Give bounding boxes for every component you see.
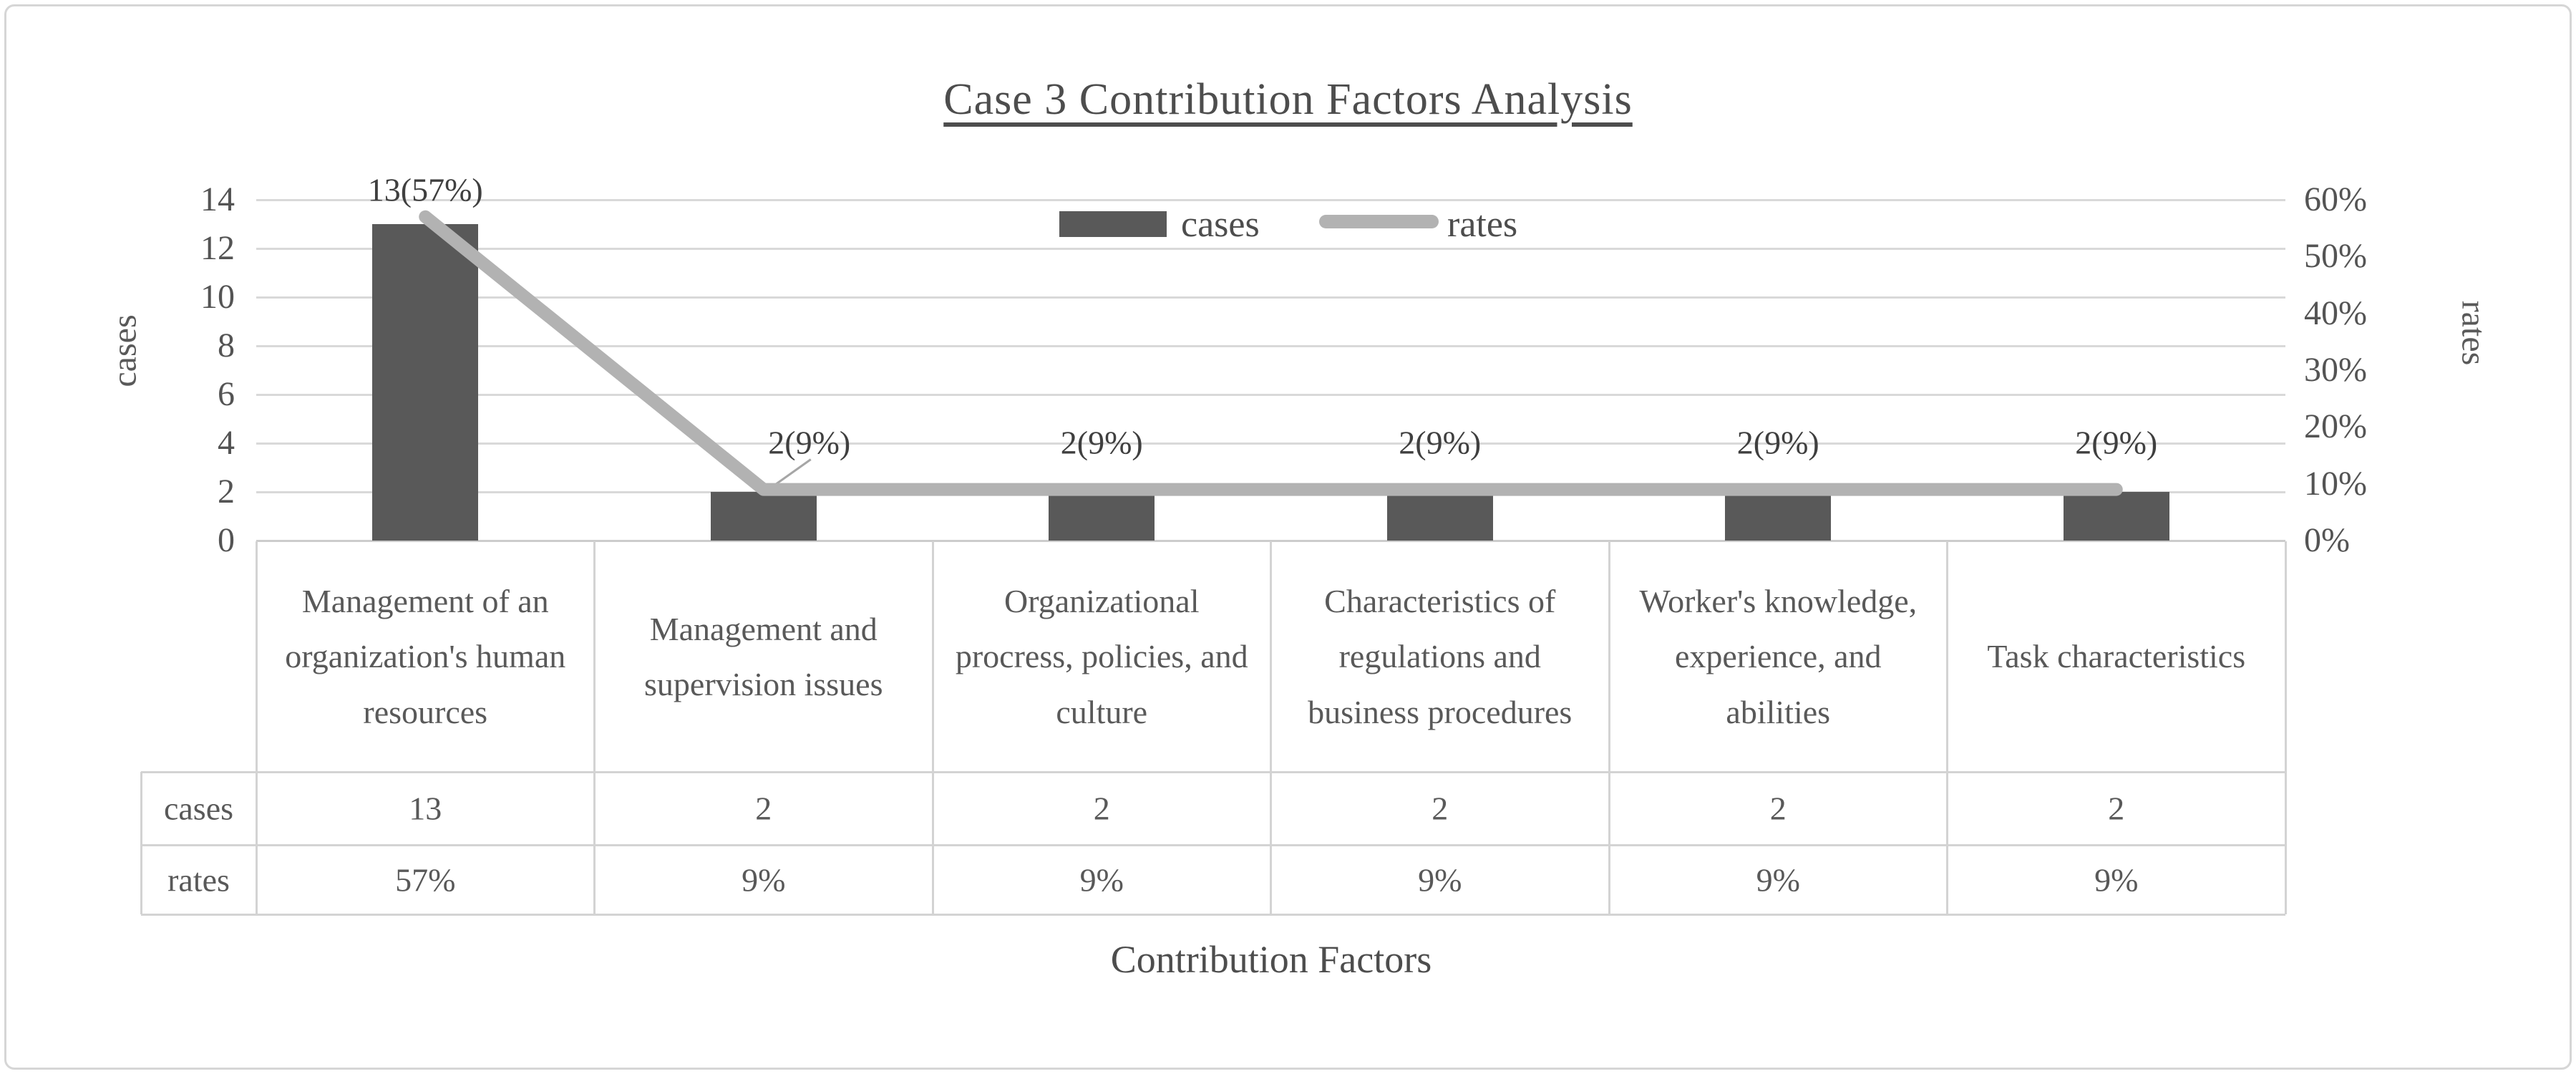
table-border-left — [140, 772, 142, 914]
table-cell-value: 2 — [1769, 790, 1787, 827]
right-axis-tick: 30% — [2304, 351, 2367, 389]
rates-line — [419, 210, 2123, 496]
category-cell-border — [593, 541, 596, 914]
category-label: Management and supervision issues — [644, 610, 883, 702]
table-cell-value: 13 — [409, 790, 442, 827]
gridline — [256, 442, 2285, 445]
left-axis-tick: 8 — [218, 326, 235, 364]
category-cell-border — [255, 541, 258, 914]
left-axis-tick: 12 — [200, 229, 235, 267]
category-label: Management of an organization's human re… — [285, 583, 566, 730]
gridline — [256, 393, 2285, 396]
bar — [1049, 492, 1155, 541]
rates-polyline — [419, 210, 2123, 496]
table-cell-value: 2 — [1432, 790, 1449, 827]
category-cell-border — [1270, 541, 1272, 914]
table-border-mid — [141, 843, 2285, 846]
legend-rates-swatch — [1319, 215, 1439, 228]
data-label: 13(57%) — [367, 171, 483, 208]
table-cell-value: 2 — [1093, 790, 1110, 827]
table-row-header: rates — [167, 861, 230, 898]
table-cell-value: 2 — [755, 790, 772, 827]
data-label: 2(9%) — [768, 424, 851, 461]
category-label: Organizational procress, policies, and c… — [955, 583, 1248, 730]
category-label: Characteristics of regulations and busin… — [1308, 583, 1573, 730]
data-label: 2(9%) — [1060, 424, 1143, 461]
bar — [372, 224, 479, 541]
bar — [710, 492, 817, 541]
left-axis-tick: 14 — [200, 180, 235, 218]
table-cell-value: 9% — [2094, 861, 2139, 898]
right-axis-title: rates — [2454, 300, 2493, 366]
left-axis-tick: 2 — [218, 473, 235, 511]
table-border-bottom — [141, 913, 2285, 916]
bar — [1386, 492, 1493, 541]
figure-border — [4, 4, 2572, 1070]
gridline — [256, 247, 2285, 250]
table-cell-value: 9% — [1756, 861, 1800, 898]
right-axis-tick: 10% — [2304, 464, 2367, 503]
category-label: Task characteristics — [1987, 638, 2246, 675]
table-border-top — [141, 770, 2285, 773]
legend-cases-label: cases — [1181, 204, 1260, 245]
category-cell-border — [2284, 541, 2287, 914]
table-cell-value: 9% — [1079, 861, 1124, 898]
x-axis-title: Contribution Factors — [1110, 938, 1432, 981]
chart-title: Case 3 Contribution Factors Analysis — [943, 75, 1633, 124]
gridline — [256, 344, 2285, 347]
left-axis-title: cases — [105, 314, 144, 387]
left-axis-tick: 0 — [218, 521, 235, 559]
legend-cases-swatch — [1059, 211, 1167, 237]
data-label: 2(9%) — [1399, 424, 1482, 461]
bar — [1725, 492, 1832, 541]
right-axis-tick: 50% — [2304, 237, 2367, 276]
right-axis-tick: 20% — [2304, 407, 2367, 446]
right-axis-tick: 0% — [2304, 521, 2350, 559]
category-label: Worker's knowledge, experience, and abil… — [1639, 583, 1918, 730]
left-axis-tick: 10 — [200, 278, 235, 316]
table-cell-value: 9% — [742, 861, 786, 898]
right-axis-tick: 60% — [2304, 180, 2367, 218]
category-cell-border — [1946, 541, 1948, 914]
gridline — [256, 198, 2285, 201]
bar — [2063, 492, 2169, 541]
left-axis-tick: 6 — [218, 375, 235, 413]
category-cell-border — [1608, 541, 1610, 914]
legend-rates-label: rates — [1447, 204, 1518, 245]
table-row-header: cases — [163, 790, 234, 827]
data-label: 2(9%) — [1736, 424, 1819, 461]
table-cell-value: 9% — [1418, 861, 1462, 898]
left-axis-tick: 4 — [218, 424, 235, 462]
gridline — [256, 296, 2285, 299]
table-cell-value: 2 — [2108, 790, 2125, 827]
table-cell-value: 57% — [395, 861, 456, 898]
x-axis-line — [256, 539, 2285, 542]
data-label: 2(9%) — [2075, 424, 2158, 461]
right-axis-tick: 40% — [2304, 294, 2367, 332]
category-cell-border — [931, 541, 934, 914]
